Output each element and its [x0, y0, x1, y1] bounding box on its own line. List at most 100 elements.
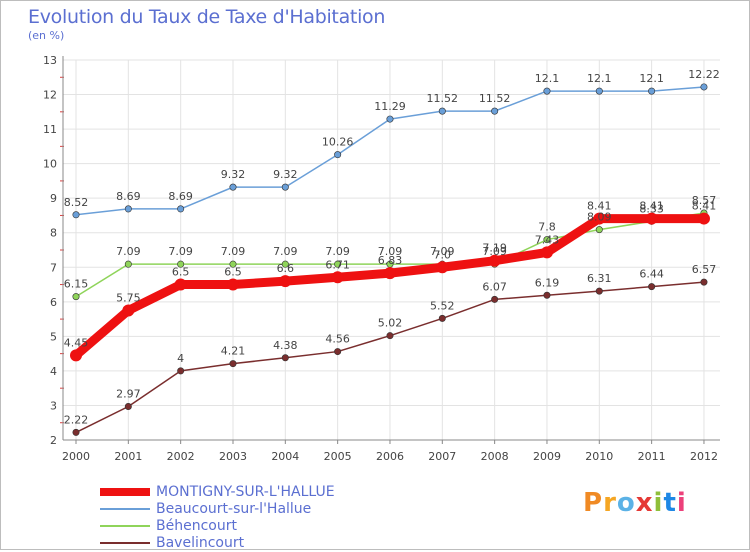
legend-swatch: [100, 542, 150, 544]
logo-letter: i: [676, 488, 687, 518]
data-label: 6.71: [325, 258, 350, 271]
data-label: 8.41: [587, 200, 612, 213]
data-label: 7.19: [482, 242, 507, 255]
data-label: 4: [177, 352, 184, 365]
y-tick-label: 3: [50, 399, 57, 412]
x-tick-label: 2004: [271, 450, 299, 463]
logo-letter: r: [603, 488, 617, 518]
x-tick-label: 2002: [167, 450, 195, 463]
data-label: 8.33: [639, 202, 664, 215]
data-label: 6.44: [639, 268, 664, 281]
data-point: [700, 83, 708, 91]
y-tick-label: 4: [50, 365, 57, 378]
data-label: 8.57: [692, 194, 717, 207]
y-tick-label: 7: [50, 261, 57, 274]
data-point: [593, 212, 606, 225]
data-label: 6.57: [692, 263, 717, 276]
data-label: 12.1: [535, 72, 560, 85]
data-label: 4.45: [64, 336, 89, 349]
data-label: 6.15: [64, 278, 89, 291]
data-label: 7.09: [430, 245, 455, 258]
data-point: [491, 295, 499, 303]
data-point: [595, 226, 603, 234]
data-label: 8.41: [692, 200, 717, 213]
data-point: [648, 283, 656, 291]
data-point: [177, 205, 185, 213]
logo-letter: o: [616, 488, 636, 518]
data-point: [436, 261, 449, 274]
legend-label: Beaucourt-sur-l'Hallue: [156, 501, 312, 517]
data-label: 6.83: [378, 254, 403, 267]
x-tick-label: 2008: [481, 450, 509, 463]
data-label: 2.22: [64, 413, 89, 426]
x-tick-label: 2001: [114, 450, 142, 463]
data-point: [229, 360, 237, 368]
data-point: [648, 87, 656, 95]
y-tick-label: 10: [43, 158, 57, 171]
legend-label: Bavelincourt: [156, 535, 245, 551]
data-label: 5.52: [430, 299, 455, 312]
data-label: 7.09: [273, 245, 298, 258]
data-label: 8.69: [168, 190, 193, 203]
x-tick-label: 2011: [638, 450, 666, 463]
data-point: [72, 428, 80, 436]
data-point: [281, 354, 289, 362]
proxiti-logo: Proxiti: [583, 488, 687, 518]
data-point: [70, 349, 82, 362]
x-tick-label: 2009: [533, 450, 561, 463]
x-tick-label: 2010: [585, 450, 613, 463]
data-label: 7.43: [535, 233, 560, 246]
data-label: 7.09: [221, 245, 246, 258]
data-point: [334, 260, 342, 268]
data-point: [72, 293, 80, 301]
logo-letter: P: [583, 488, 604, 518]
y-tick-label: 5: [50, 330, 57, 343]
data-point: [697, 212, 710, 225]
data-point: [383, 267, 396, 280]
data-point: [700, 278, 708, 286]
data-label: 12.22: [688, 68, 720, 81]
data-point: [488, 254, 501, 267]
data-point: [595, 87, 603, 95]
data-label: 10.26: [322, 136, 354, 149]
data-point: [645, 212, 658, 225]
data-point: [124, 402, 132, 410]
data-label: 4.38: [273, 339, 298, 352]
data-label: 7.09: [116, 245, 141, 258]
data-label: 7.09: [168, 245, 193, 258]
data-label: 8.09: [587, 211, 612, 224]
data-label: 5.02: [378, 317, 403, 330]
data-point: [281, 183, 289, 191]
data-point: [72, 211, 80, 219]
data-label: 7.0: [434, 248, 452, 261]
data-point: [438, 107, 446, 115]
data-point: [491, 107, 499, 115]
data-point: [438, 314, 446, 322]
data-point: [174, 278, 187, 291]
chart-title: Evolution du Taux de Taxe d'Habitation: [28, 6, 386, 28]
data-point: [543, 236, 551, 244]
data-point: [595, 287, 603, 295]
data-point: [226, 278, 239, 291]
data-point: [334, 151, 342, 159]
data-label: 9.32: [273, 168, 298, 181]
legend-label: MONTIGNY-SUR-L'HALLUE: [156, 484, 335, 500]
data-label: 6.5: [224, 266, 242, 279]
legend-label: Béhencourt: [156, 518, 237, 534]
data-point: [331, 271, 344, 284]
y-tick-label: 9: [50, 192, 57, 205]
data-point: [124, 205, 132, 213]
data-label: 6.6: [277, 262, 295, 275]
data-point: [386, 332, 394, 340]
x-tick-label: 2012: [690, 450, 718, 463]
data-point: [229, 260, 237, 268]
y-tick-label: 11: [43, 123, 57, 136]
data-label: 8.69: [116, 190, 141, 203]
data-label: 11.52: [479, 92, 511, 105]
x-tick-label: 2006: [376, 450, 404, 463]
data-label: 7.09: [482, 245, 507, 258]
data-labels-layer: 4.45 5.75 6.5 6.5 6.6 6.71 6.83 7.0 7.19 7.43 8.41…: [64, 68, 720, 426]
data-point: [543, 291, 551, 299]
data-label: 5.75: [116, 291, 141, 304]
data-point: [540, 246, 553, 259]
